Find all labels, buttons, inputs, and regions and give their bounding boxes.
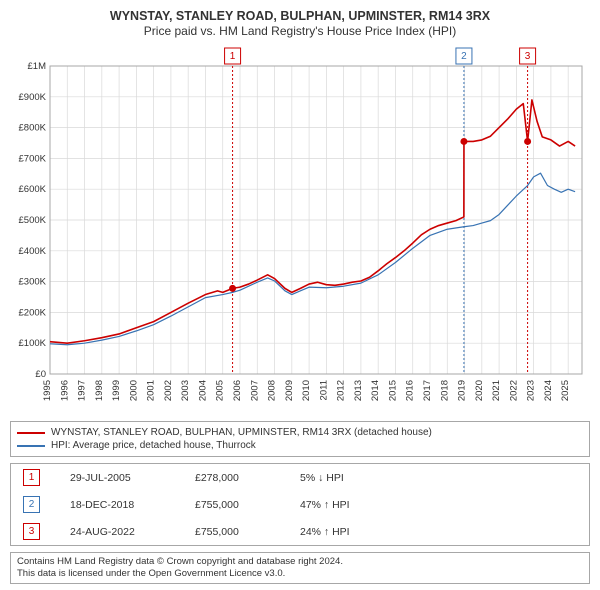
chart-svg: £0 £100K £200K £300K £400K £500K £600K £700K £80… <box>10 44 590 404</box>
event-hpi-diff: 47% ↑ HPI <box>300 499 350 511</box>
x-axis-label: 2013 <box>353 380 364 401</box>
y-axis-label: £700K <box>19 154 47 165</box>
x-axis-label: 2001 <box>146 380 157 401</box>
x-axis-label: 2025 <box>560 380 571 401</box>
footer-line-2: This data is licensed under the Open Gov… <box>17 568 583 580</box>
footer-line-1: Contains HM Land Registry data © Crown c… <box>17 556 583 568</box>
x-axis-label: 2014 <box>370 380 381 401</box>
x-axis-label: 2011 <box>318 380 329 400</box>
event-number-box: 1 <box>23 469 40 486</box>
x-axis-label: 2022 <box>508 380 519 401</box>
y-axis-label: £1M <box>28 61 47 72</box>
event-date: 24-AUG-2022 <box>70 526 165 538</box>
event-row: 2 18-DEC-2018 £755,000 47% ↑ HPI <box>11 491 589 518</box>
x-axis-label: 2021 <box>491 380 502 401</box>
event-row: 3 24-AUG-2022 £755,000 24% ↑ HPI <box>11 518 589 545</box>
y-axis-label: £100K <box>19 338 47 349</box>
legend-swatch <box>17 445 45 447</box>
events-table: 1 29-JUL-2005 £278,000 5% ↓ HPI 2 18-DEC-2018… <box>10 463 590 546</box>
x-axis-label: 2020 <box>474 380 485 401</box>
legend-label: HPI: Average price, detached house, Thur… <box>51 440 256 451</box>
event-price: £278,000 <box>195 472 270 484</box>
event-marker-number: 1 <box>230 51 236 62</box>
legend-label: WYNSTAY, STANLEY ROAD, BULPHAN, UPMINSTE… <box>51 427 432 438</box>
x-axis-label: 2007 <box>249 380 260 401</box>
event-price: £755,000 <box>195 499 270 511</box>
event-marker-number: 3 <box>525 51 531 62</box>
x-axis-label: 2016 <box>405 380 416 401</box>
event-date: 18-DEC-2018 <box>70 499 165 511</box>
chart-subtitle: Price paid vs. HM Land Registry's House … <box>10 24 590 38</box>
y-axis-label: £300K <box>19 277 47 288</box>
x-axis-label: 2018 <box>439 380 450 401</box>
chart-container: WYNSTAY, STANLEY ROAD, BULPHAN, UPMINSTE… <box>0 0 600 590</box>
y-axis-label: £400K <box>19 246 47 257</box>
x-axis-label: 1997 <box>77 380 88 401</box>
x-axis-label: 2012 <box>336 380 347 401</box>
x-axis-label: 2003 <box>180 380 191 401</box>
event-hpi-diff: 5% ↓ HPI <box>300 472 344 484</box>
x-axis-label: 1995 <box>42 380 53 401</box>
event-row: 1 29-JUL-2005 £278,000 5% ↓ HPI <box>11 464 589 491</box>
event-marker-number: 2 <box>461 51 467 62</box>
x-axis-label: 2000 <box>128 380 139 401</box>
legend: WYNSTAY, STANLEY ROAD, BULPHAN, UPMINSTE… <box>10 421 590 457</box>
price-point-marker <box>524 138 531 145</box>
y-axis-label: £0 <box>35 369 46 380</box>
chart-plot-area: £0 £100K £200K £300K £400K £500K £600K £700K £80… <box>10 44 590 415</box>
x-axis-label: 2019 <box>457 380 468 401</box>
x-axis-label: 1996 <box>59 380 70 401</box>
legend-row: HPI: Average price, detached house, Thur… <box>17 439 583 452</box>
price-point-marker <box>229 285 236 292</box>
x-axis-label: 1999 <box>111 380 122 401</box>
y-axis-label: £500K <box>19 215 47 226</box>
x-axis-label: 2004 <box>197 380 208 401</box>
y-axis-label: £200K <box>19 308 47 319</box>
legend-swatch <box>17 432 45 434</box>
event-number-box: 3 <box>23 523 40 540</box>
event-hpi-diff: 24% ↑ HPI <box>300 526 350 538</box>
attribution-footer: Contains HM Land Registry data © Crown c… <box>10 552 590 584</box>
x-axis-label: 2002 <box>163 380 174 401</box>
x-axis-label: 2008 <box>267 380 278 401</box>
x-axis-label: 2017 <box>422 380 433 401</box>
x-axis-label: 2015 <box>387 380 398 401</box>
y-axis-label: £600K <box>19 184 47 195</box>
y-axis-label: £900K <box>19 92 47 103</box>
event-number-box: 2 <box>23 496 40 513</box>
event-date: 29-JUL-2005 <box>70 472 165 484</box>
x-axis-label: 2010 <box>301 380 312 401</box>
x-axis-label: 2005 <box>215 380 226 401</box>
legend-row: WYNSTAY, STANLEY ROAD, BULPHAN, UPMINSTE… <box>17 426 583 439</box>
x-axis-label: 2024 <box>543 380 554 401</box>
chart-title: WYNSTAY, STANLEY ROAD, BULPHAN, UPMINSTE… <box>10 8 590 24</box>
y-axis-label: £800K <box>19 123 47 134</box>
x-axis-label: 1998 <box>94 380 105 401</box>
x-axis-label: 2009 <box>284 380 295 401</box>
price-point-marker <box>460 138 467 145</box>
event-price: £755,000 <box>195 526 270 538</box>
x-axis-label: 2006 <box>232 380 243 401</box>
x-axis-label: 2023 <box>526 380 537 401</box>
